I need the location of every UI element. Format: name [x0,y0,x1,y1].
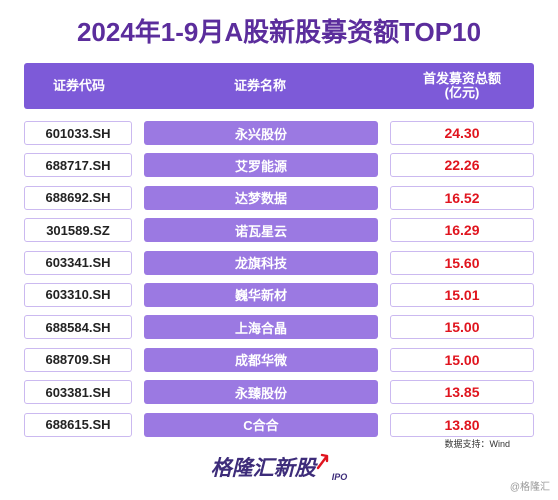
table-header: 证券代码 证券名称 首发募资总额 (亿元) [24,63,534,109]
table-row: 688717.SH 艾罗能源 22.26 [24,153,534,178]
arrow-up-icon [316,453,328,470]
table-row: 601033.SH 永兴股份 24.30 [24,121,534,145]
stock-code-cell: 301589.SZ [24,218,132,243]
brand-sub-text: IPO [331,472,348,482]
stock-code-cell: 688692.SH [24,185,132,210]
stock-code-cell: 603341.SH [24,250,132,275]
stock-code-cell: 603310.SH [24,282,132,307]
header-amount-line1: 首发募资总额 [422,71,501,86]
amount-cell: 13.85 [390,380,534,405]
header-amount-line2: (亿元) [444,85,480,100]
table-row: 688692.SH 达梦数据 16.52 [24,185,534,210]
stock-code-cell: 688584.SH [24,315,132,340]
stock-code-cell: 688709.SH [24,347,132,372]
table-row: 603341.SH 龙旗科技 15.60 [24,250,534,275]
stock-name-cell: 上海合晶 [144,315,378,340]
table-row: 603381.SH 永臻股份 13.85 [24,380,534,405]
stock-name-cell: 永兴股份 [144,121,378,145]
header-amount: 首发募资总额 (亿元) [390,63,534,109]
brand-logo: 格隆汇新股 IPO [0,452,558,482]
stock-code-cell: 603381.SH [24,380,132,405]
stock-name-cell: C合合 [144,412,378,437]
brand-main-text: 格隆汇新股 [210,457,316,480]
data-source-note: 数据支持：Wind [444,439,510,449]
stock-code-cell: 688717.SH [24,153,132,178]
amount-cell: 13.80 [390,412,534,437]
amount-cell: 24.30 [390,121,534,145]
stock-name-cell: 永臻股份 [144,380,378,405]
amount-cell: 16.29 [390,218,534,243]
table-row: 603310.SH 巍华新材 15.01 [24,282,534,307]
header-code: 证券代码 [52,78,105,93]
stock-name-cell: 诺瓦星云 [144,218,378,243]
amount-cell: 15.60 [390,250,534,275]
amount-cell: 15.01 [390,282,534,307]
table-row: 688615.SH C合合 13.80 [24,412,534,437]
amount-cell: 22.26 [390,153,534,178]
amount-cell: 16.52 [390,185,534,210]
table-row: 301589.SZ 诺瓦星云 16.29 [24,218,534,243]
header-name: 证券名称 [233,78,286,93]
stock-code-cell: 688615.SH [24,412,132,437]
watermark: @格隆汇 [509,482,550,493]
stock-name-cell: 达梦数据 [144,185,378,210]
stock-code-cell: 601033.SH [24,121,132,145]
stock-name-cell: 龙旗科技 [144,250,378,275]
table-row: 688584.SH 上海合晶 15.00 [24,315,534,340]
stock-name-cell: 艾罗能源 [144,153,378,178]
amount-cell: 15.00 [390,347,534,372]
stock-name-cell: 巍华新材 [144,282,378,307]
table-body: 601033.SH 永兴股份 24.30 688717.SH 艾罗能源 22.2… [24,121,534,445]
page-title: 2024年1-9月A股新股募资额TOP10 [76,17,482,47]
stock-name-cell: 成都华微 [144,347,378,372]
table-row: 688709.SH 成都华微 15.00 [24,347,534,372]
amount-cell: 15.00 [390,315,534,340]
